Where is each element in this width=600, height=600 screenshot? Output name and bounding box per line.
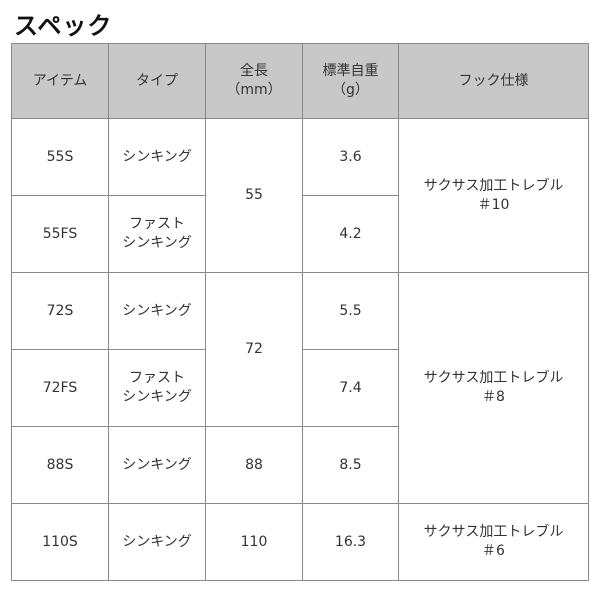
- table-row: 55S シンキング 55 3.6 サクサス加工トレブル ＃10: [11, 118, 589, 273]
- cell-length: 72: [205, 272, 303, 427]
- cell-weight: 4.2: [302, 195, 399, 273]
- table-row: 72S シンキング 72 5.5 サクサス加工トレブル ＃8: [11, 272, 589, 504]
- cell-weight: 3.6: [302, 118, 399, 196]
- cell-item: 72S: [11, 272, 109, 350]
- cell-weight: 7.4: [302, 349, 399, 427]
- cell-item: 110S: [11, 503, 109, 581]
- header-type: タイプ: [108, 43, 206, 119]
- cell-type: シンキング: [108, 503, 206, 581]
- table-row: 88S シンキング 88 8.5: [11, 426, 589, 504]
- header-row: アイテム タイプ 全長 （mm） 標準自重 （g） フック仕様: [11, 43, 589, 119]
- cell-type: ファスト シンキング: [108, 349, 206, 427]
- page-title: スペック: [14, 12, 113, 40]
- cell-length: 88: [205, 426, 303, 504]
- cell-length: 110: [205, 503, 303, 581]
- cell-type: シンキング: [108, 426, 206, 504]
- cell-weight: 16.3: [302, 503, 399, 581]
- cell-type: シンキング: [108, 118, 206, 196]
- cell-item: 55FS: [11, 195, 109, 273]
- table-row: 72FS ファスト シンキング 7.4: [11, 349, 589, 427]
- table-row: 55FS ファスト シンキング 4.2: [11, 195, 589, 273]
- cell-item: 88S: [11, 426, 109, 504]
- table-row: 110S シンキング 110 16.3 サクサス加工トレブル ＃6: [11, 503, 589, 581]
- cell-weight: 5.5: [302, 272, 399, 350]
- cell-hook: サクサス加工トレブル ＃6: [398, 503, 589, 581]
- cell-item: 55S: [11, 118, 109, 196]
- header-hook: フック仕様: [398, 43, 589, 119]
- cell-hook: サクサス加工トレブル ＃8: [398, 272, 589, 504]
- cell-hook: サクサス加工トレブル ＃10: [398, 118, 589, 273]
- cell-type: シンキング: [108, 272, 206, 350]
- header-weight: 標準自重 （g）: [302, 43, 399, 119]
- cell-weight: 8.5: [302, 426, 399, 504]
- cell-item: 72FS: [11, 349, 109, 427]
- cell-type: ファスト シンキング: [108, 195, 206, 273]
- spec-table: アイテム タイプ 全長 （mm） 標準自重 （g） フック仕様 55S シンキン…: [11, 43, 589, 581]
- header-length: 全長 （mm）: [205, 43, 303, 119]
- header-item: アイテム: [11, 43, 109, 119]
- cell-length: 55: [205, 118, 303, 273]
